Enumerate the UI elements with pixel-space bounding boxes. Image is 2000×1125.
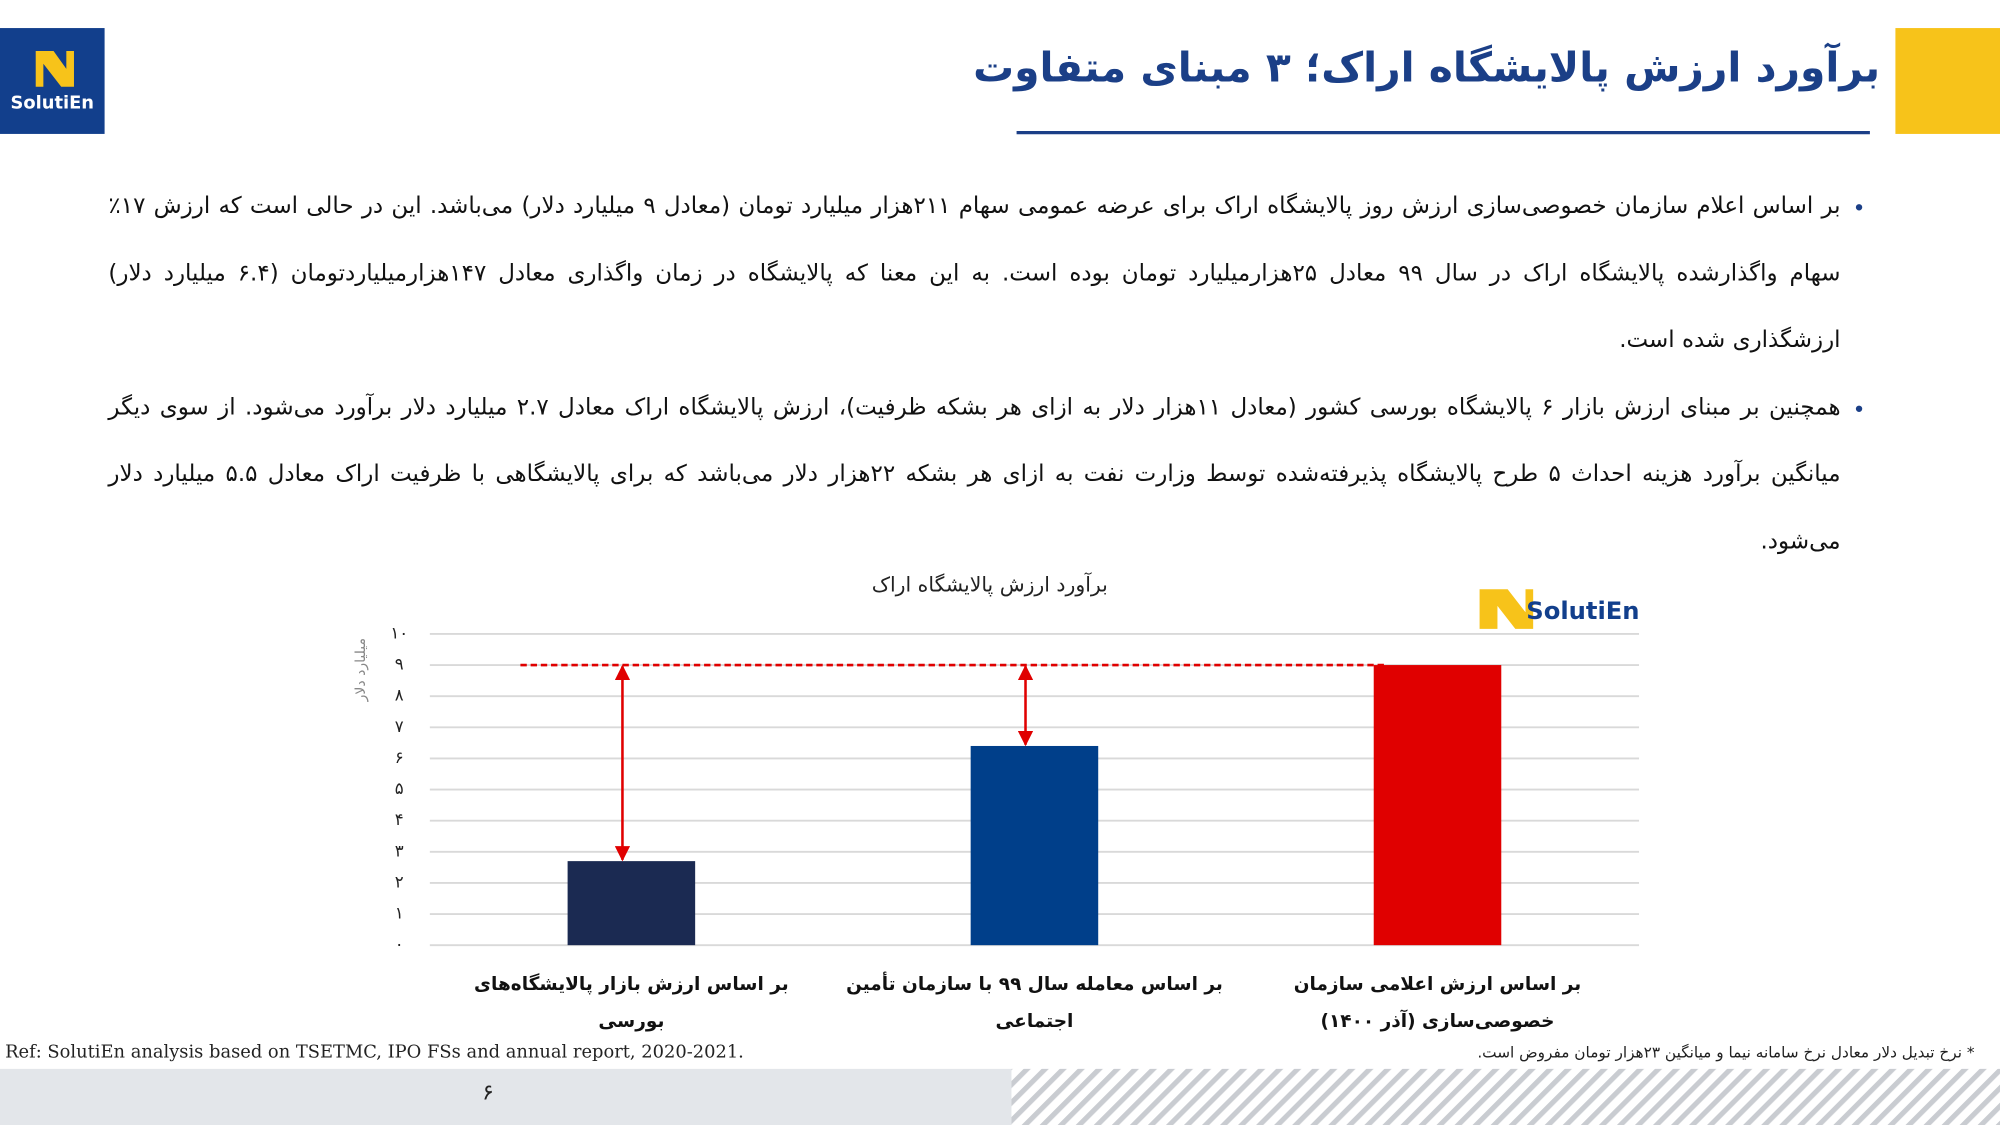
y-tick-label: ۲ xyxy=(395,872,404,891)
y-tick-label: ۴ xyxy=(395,810,404,829)
reference: Ref: SolutiEn analysis based on TSETMC, … xyxy=(5,1042,744,1063)
footnote: * نرخ تبدیل دلار معادل نرخ سامانه نیما و… xyxy=(1477,1043,1975,1062)
slide-title: برآورد ارزش پالایشگاه اراک؛ ۳ مبنای متفا… xyxy=(973,43,1881,92)
y-tick-label: ۷ xyxy=(395,717,404,736)
x-tick-label: بر اساس ارزش بازار پالایشگاه‌های بورسی xyxy=(474,974,789,1032)
chart-logo-icon xyxy=(1479,589,1534,629)
bar xyxy=(970,745,1099,946)
bar xyxy=(1373,665,1502,946)
y-tick-label: ۰ xyxy=(395,935,404,954)
bullet: همچنین بر مبنای ارزش بازار ۶ پالایشگاه ب… xyxy=(108,374,1840,575)
logo-icon xyxy=(35,51,74,87)
y-tick-label: ۵ xyxy=(395,779,404,798)
y-tick-label: ۱ xyxy=(395,904,404,923)
bullet-list: بر اساس اعلام سازمان خصوصی‌سازی ارزش روز… xyxy=(108,173,1881,575)
logo-box xyxy=(0,28,105,134)
y-tick-label: ۶ xyxy=(395,748,404,767)
y-tick-label: ۸ xyxy=(395,686,404,705)
x-tick-label: بر اساس ارزش اعلامی سازمان خصوصی‌سازی (آ… xyxy=(1293,974,1582,1032)
footer-band xyxy=(0,1068,1012,1125)
y-tick-label: ۱۰ xyxy=(390,623,408,642)
page-number: ۶ xyxy=(482,1080,494,1106)
y-tick-label: ۹ xyxy=(395,655,404,674)
y-tick-label: ۳ xyxy=(395,841,404,860)
logo-text: SolutiEn xyxy=(11,92,94,113)
y-axis-label: میلیارد دلار xyxy=(353,638,369,702)
bar xyxy=(567,861,696,946)
chart-title: برآورد ارزش پالایشگاه اراک xyxy=(872,571,1108,596)
accent-box xyxy=(1895,28,2000,134)
chart-logo-text: SolutiEn xyxy=(1526,597,1639,625)
bullet: بر اساس اعلام سازمان خصوصی‌سازی ارزش روز… xyxy=(108,173,1840,374)
x-tick-label: بر اساس معامله سال ۹۹ با سازمان تأمین اج… xyxy=(846,974,1223,1032)
footer-hatch xyxy=(1011,1068,2000,1125)
